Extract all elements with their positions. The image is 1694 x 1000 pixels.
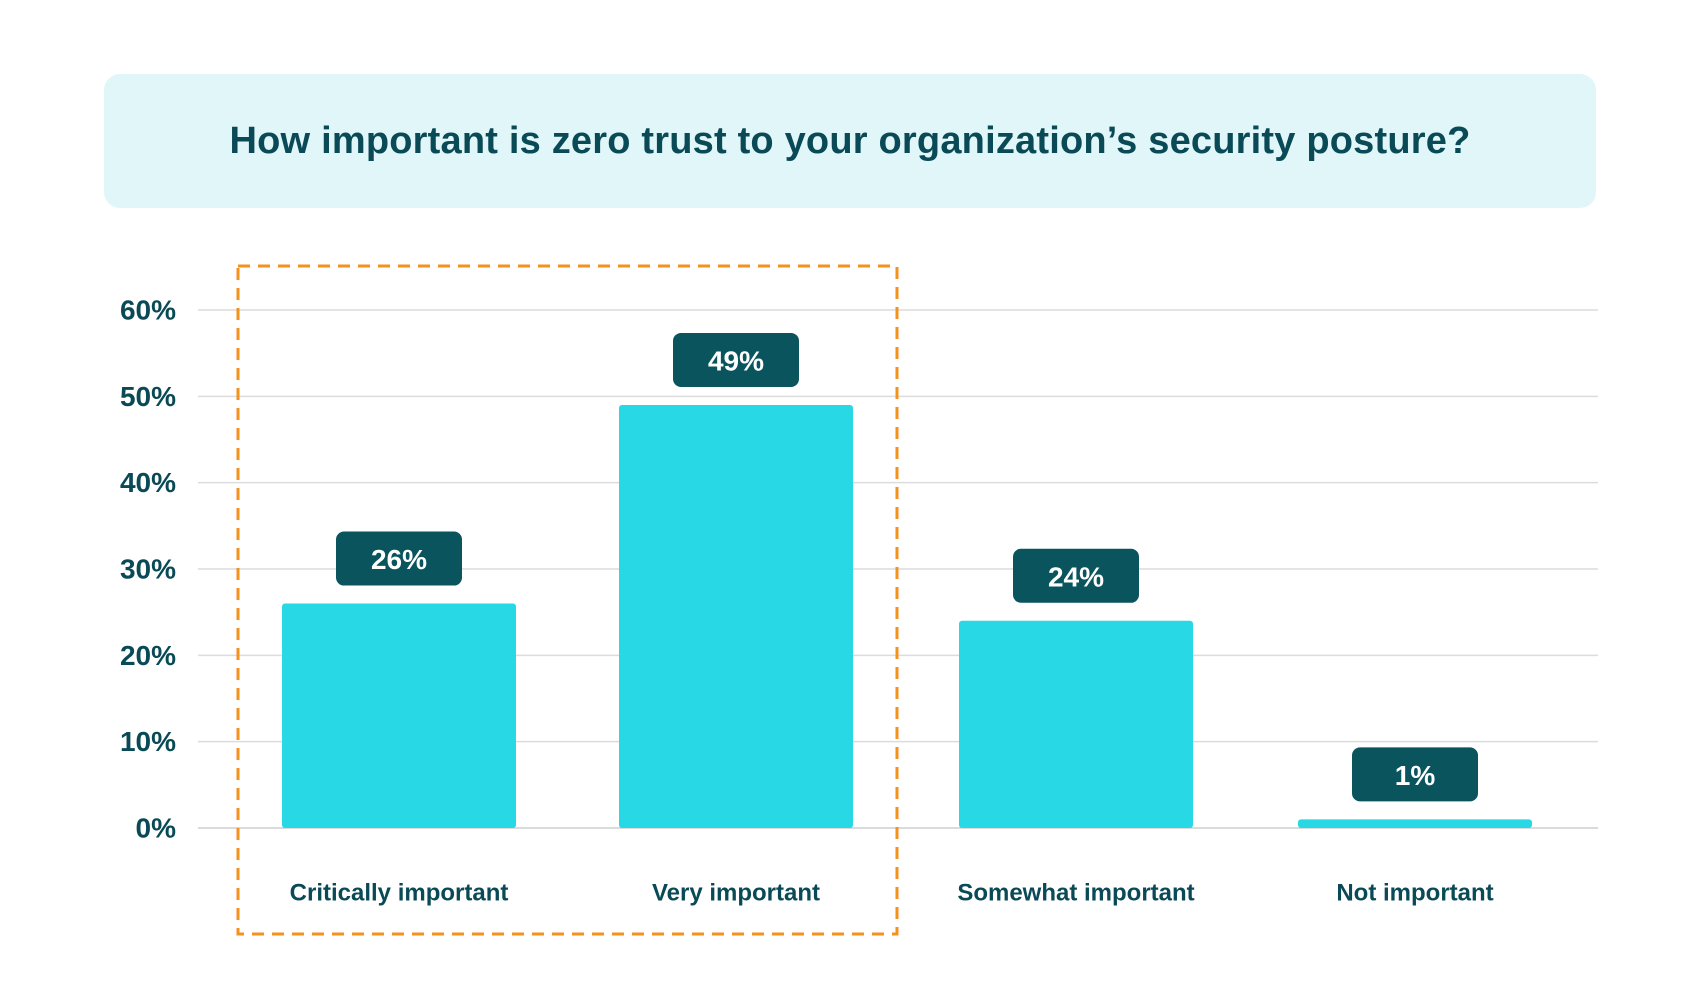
x-tick-label: Not important: [1336, 880, 1493, 907]
y-tick-label: 60%: [120, 295, 176, 326]
data-label: 24%: [1048, 561, 1104, 592]
x-tick-label: Critically important: [290, 880, 509, 907]
value-badge: [673, 332, 799, 387]
value-badge: [1013, 548, 1139, 603]
bar: [1298, 819, 1532, 828]
bar: [282, 603, 516, 828]
data-label: 49%: [708, 345, 764, 376]
data-label: 26%: [371, 544, 427, 575]
y-tick-label: 0%: [136, 813, 177, 844]
y-tick-label: 50%: [120, 381, 176, 412]
bar: [959, 620, 1193, 828]
bar: [619, 404, 853, 828]
highlight-dashed-box: [236, 264, 899, 936]
x-tick-label: Very important: [652, 880, 820, 907]
y-tick-label: 20%: [120, 640, 176, 671]
y-tick-label: 30%: [120, 554, 176, 585]
chart-title-banner: How important is zero trust to your orga…: [104, 74, 1596, 208]
chart-title: How important is zero trust to your orga…: [229, 119, 1471, 162]
x-tick-label: Somewhat important: [957, 880, 1194, 907]
y-tick-label: 10%: [120, 726, 176, 757]
y-tick-label: 40%: [120, 467, 176, 498]
data-label: 1%: [1395, 760, 1436, 791]
value-badge: [1352, 747, 1478, 802]
value-badge: [336, 531, 462, 586]
